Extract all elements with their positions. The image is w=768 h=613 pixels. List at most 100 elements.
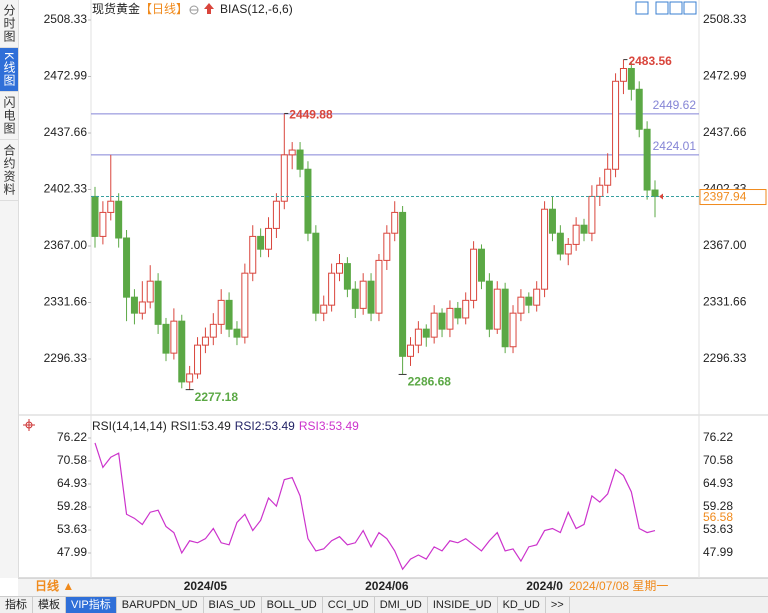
y-tick-label: 2367.00 — [703, 238, 747, 252]
cursor-date-bg — [566, 579, 682, 595]
candle-body — [485, 280, 493, 330]
candle-body — [343, 263, 351, 290]
period-selector[interactable]: 日线 ▲ — [35, 578, 74, 593]
y-tick-label: 47.99 — [703, 545, 733, 559]
high-annotation: 2449.88 — [289, 108, 333, 122]
tab[interactable]: BOLL_UD — [262, 597, 323, 613]
candle-body — [470, 248, 478, 301]
tab[interactable]: INSIDE_UD — [428, 597, 498, 613]
y-tick-label: 2437.66 — [703, 125, 747, 139]
price-line-label: 2449.62 — [653, 98, 697, 112]
y-tick-label: 70.58 — [57, 453, 87, 467]
side-tab[interactable]: 分时图 — [0, 0, 18, 48]
candle-body — [186, 373, 194, 383]
candle-body — [588, 195, 596, 234]
candle-body — [280, 154, 288, 202]
side-tab[interactable]: 合约资料 — [0, 140, 18, 202]
y-tick-label: 2296.33 — [703, 351, 747, 365]
candle-body — [572, 224, 580, 245]
candle-body — [162, 323, 170, 354]
toolbar-icons[interactable] — [635, 1, 697, 15]
tab[interactable]: BARUPDN_UD — [117, 597, 204, 613]
y-tick-label: 76.22 — [57, 430, 87, 444]
rsi-icon[interactable] — [23, 419, 35, 431]
candle-body — [430, 312, 438, 338]
candle-body — [115, 200, 123, 239]
candle-body — [517, 296, 525, 314]
candle-body — [99, 211, 107, 237]
y-tick-label: 59.28 — [57, 499, 87, 513]
price-line-label: 2424.01 — [653, 139, 697, 153]
candle-body — [359, 280, 367, 309]
candle-body — [619, 67, 627, 82]
indicator: BIAS(12,-6,6) — [220, 2, 293, 16]
x-tick-label: 2024/06 — [365, 579, 409, 593]
candle-body — [320, 304, 328, 314]
side-tab[interactable]: K线图 — [0, 48, 18, 93]
candle-body — [556, 232, 564, 255]
y-tick-label: 53.63 — [57, 522, 87, 536]
candle-body — [233, 328, 241, 338]
candle-body — [265, 227, 273, 250]
icon[interactable] — [204, 3, 214, 14]
tab[interactable]: KD_UD — [498, 597, 546, 613]
y-tick-label: 2437.66 — [44, 125, 88, 139]
y-tick-label: 76.22 — [703, 430, 733, 444]
y-tick-label: 2508.33 — [44, 12, 88, 26]
candle-body — [194, 344, 202, 375]
x-tick-label: 2024/05 — [184, 579, 228, 593]
candle-body — [138, 301, 146, 314]
rsi-legend: RSI2:53.49 — [235, 419, 295, 433]
tab[interactable]: 模板 — [33, 597, 66, 613]
candle-body — [178, 320, 186, 383]
candle-body — [304, 168, 312, 234]
y-tick-label: 2296.33 — [44, 351, 88, 365]
candle-body — [272, 200, 280, 229]
low-annotation: 2277.18 — [195, 390, 239, 404]
candle-body — [201, 336, 209, 346]
candle-body — [225, 299, 233, 330]
candle-body — [351, 288, 359, 309]
candle-body — [596, 184, 604, 197]
tab[interactable]: VIP指标 — [66, 597, 117, 613]
sidebar: 分时图 K线图 闪电图 合约资料 — [0, 0, 19, 578]
candle-body — [643, 128, 651, 191]
last-price-label: 2397.94 — [703, 190, 747, 204]
tab[interactable]: 指标 — [0, 597, 33, 613]
candle-body — [312, 232, 320, 314]
candle-body — [241, 272, 249, 338]
y-tick-label: 2472.99 — [44, 69, 88, 83]
candle-body — [627, 67, 635, 90]
candle-body — [477, 248, 485, 282]
tab[interactable]: >> — [546, 597, 570, 613]
candle-body — [533, 288, 541, 306]
y-tick-label: 59.28 — [703, 499, 733, 513]
candle-body — [154, 280, 162, 325]
candle-body — [328, 272, 336, 306]
candle-body — [462, 299, 470, 319]
candle-body — [406, 344, 414, 357]
candle-body — [130, 296, 138, 314]
candle-body — [509, 312, 517, 348]
candle-body — [217, 299, 225, 325]
side-tab[interactable]: 闪电图 — [0, 92, 18, 141]
candle-body — [209, 323, 217, 338]
y-tick-label: 2508.33 — [703, 12, 747, 26]
y-tick-label: 2331.66 — [44, 295, 88, 309]
y-tick-label: 53.63 — [703, 522, 733, 536]
last-price-pointer — [659, 193, 663, 200]
tab[interactable]: BIAS_UD — [204, 597, 262, 613]
y-tick-label: 2472.99 — [703, 69, 747, 83]
candle-body — [170, 320, 178, 354]
tab[interactable]: CCI_UD — [323, 597, 375, 613]
y-tick-label: 2331.66 — [703, 295, 747, 309]
candle-body — [454, 307, 462, 319]
y-tick-label: 47.99 — [57, 545, 87, 559]
candle-body — [107, 200, 115, 213]
tab[interactable]: DMI_UD — [375, 597, 428, 613]
candle-body — [651, 189, 659, 198]
candle-body — [446, 307, 454, 330]
low-annotation: 2286.68 — [408, 375, 452, 389]
